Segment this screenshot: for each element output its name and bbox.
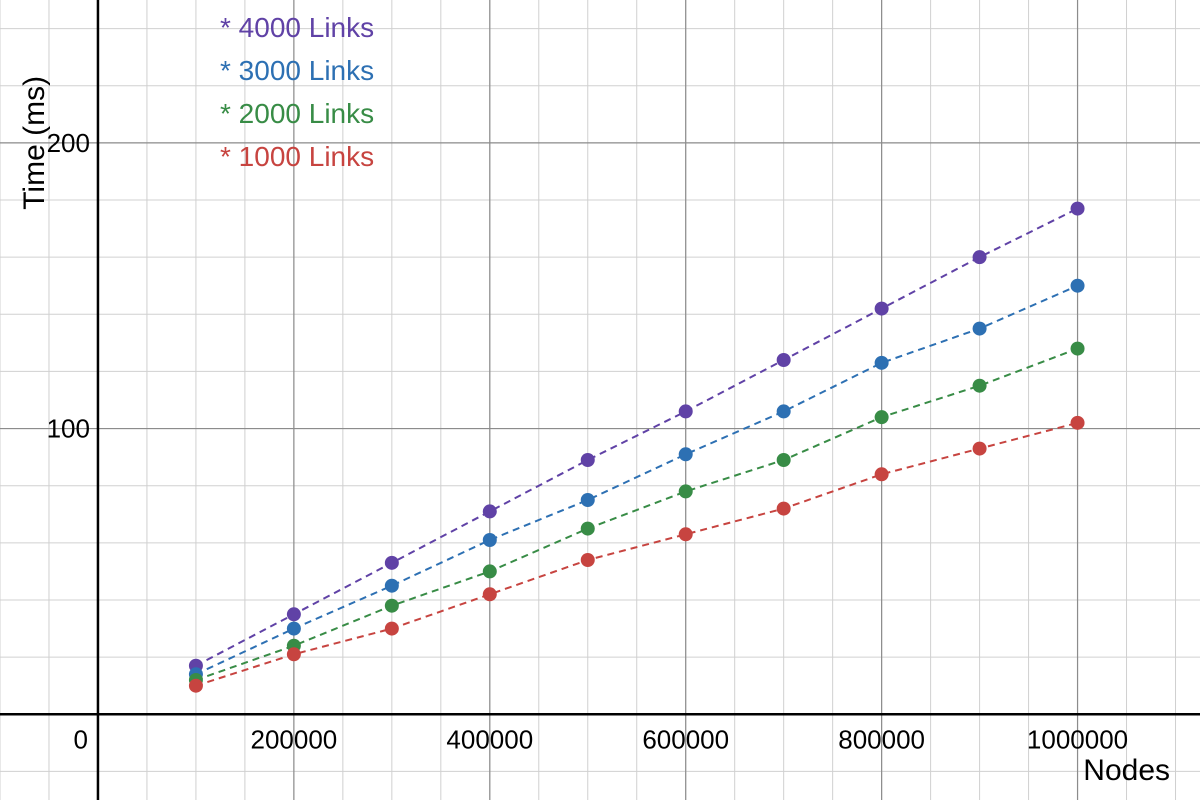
data-point bbox=[384, 578, 399, 593]
data-point bbox=[580, 521, 595, 536]
data-point bbox=[1070, 415, 1085, 430]
data-point bbox=[1070, 278, 1085, 293]
legend-entry: * 2000 Links bbox=[220, 98, 374, 129]
data-point bbox=[776, 404, 791, 419]
data-point bbox=[678, 447, 693, 462]
x-tick-label: 200000 bbox=[250, 724, 337, 754]
y-tick-label: 200 bbox=[47, 128, 90, 158]
series-layer bbox=[188, 201, 1085, 693]
data-point bbox=[580, 493, 595, 507]
x-tick-label: 400000 bbox=[446, 724, 533, 754]
legend-entry: * 4000 Links bbox=[220, 12, 374, 43]
data-point bbox=[874, 410, 889, 425]
x-axis-title: Nodes bbox=[1083, 754, 1170, 787]
series-line bbox=[195, 421, 1078, 687]
series-line bbox=[195, 347, 1078, 681]
data-point bbox=[286, 607, 301, 622]
x-tick-label: 800000 bbox=[838, 724, 925, 754]
data-point bbox=[972, 441, 987, 456]
data-point bbox=[972, 250, 987, 265]
data-point bbox=[580, 553, 595, 567]
y-axis-title: Time (ms) bbox=[18, 76, 51, 210]
data-point bbox=[384, 598, 399, 613]
legend-entry: * 1000 Links bbox=[220, 141, 374, 172]
data-point bbox=[286, 621, 301, 636]
data-point bbox=[874, 467, 889, 482]
y-tick-label: 100 bbox=[47, 414, 90, 444]
data-point bbox=[286, 647, 301, 662]
data-point bbox=[482, 504, 497, 519]
data-point bbox=[874, 301, 889, 316]
data-point bbox=[1070, 341, 1085, 356]
data-point bbox=[678, 484, 693, 499]
data-point bbox=[776, 501, 791, 516]
data-point bbox=[384, 555, 399, 570]
data-point bbox=[678, 404, 693, 419]
data-point bbox=[678, 527, 693, 542]
origin-label: 0 bbox=[73, 724, 87, 754]
data-point bbox=[874, 355, 889, 370]
data-point bbox=[482, 533, 497, 547]
series-2000-links bbox=[188, 341, 1085, 687]
data-point bbox=[776, 353, 791, 367]
data-point bbox=[1070, 201, 1085, 216]
data-point bbox=[972, 321, 987, 336]
data-point bbox=[482, 587, 497, 602]
data-point bbox=[776, 453, 791, 467]
data-point bbox=[580, 453, 595, 467]
legend: * 4000 Links * 3000 Links * 2000 Links * 10… bbox=[220, 12, 374, 172]
x-tick-label: 600000 bbox=[642, 724, 729, 754]
tick-labels: 200000 400000 600000 800000 1000000 100 200 bbox=[47, 128, 1129, 754]
data-point bbox=[972, 378, 987, 393]
data-point bbox=[188, 678, 203, 693]
series-line bbox=[195, 284, 1078, 676]
data-point bbox=[482, 564, 497, 579]
data-point bbox=[384, 621, 399, 636]
x-tick-label: 1000000 bbox=[1027, 724, 1128, 754]
series-1000-links bbox=[188, 415, 1085, 693]
legend-entry: * 3000 Links bbox=[220, 55, 374, 86]
series-line bbox=[195, 207, 1078, 667]
